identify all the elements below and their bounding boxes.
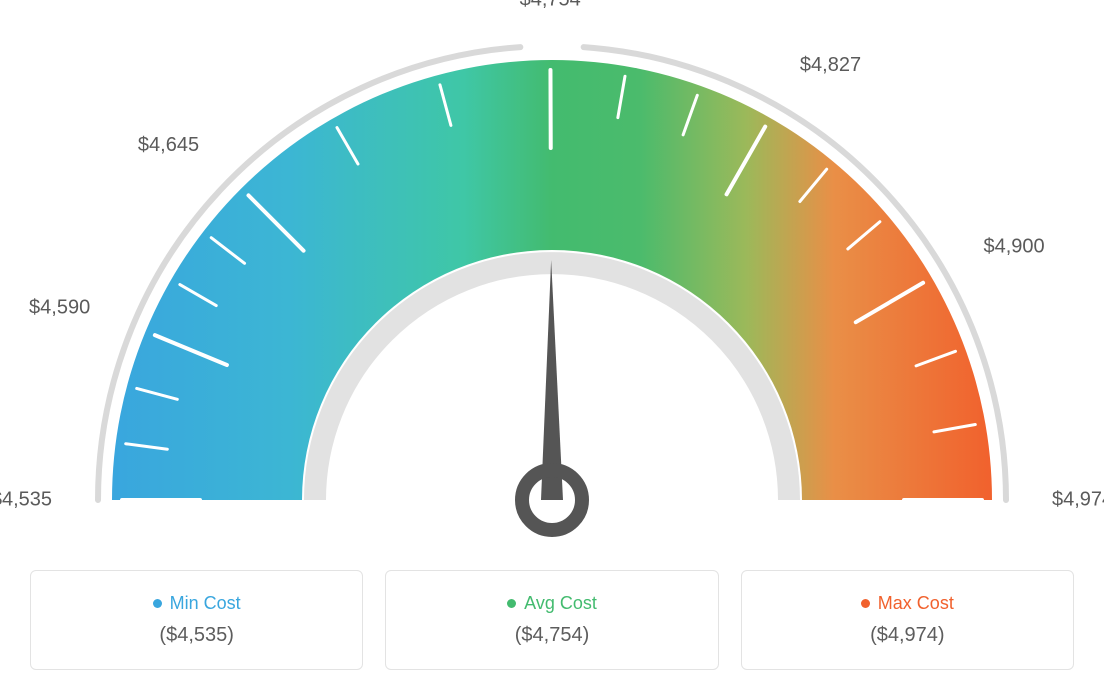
svg-text:$4,754: $4,754 (520, 0, 581, 10)
svg-text:$4,590: $4,590 (29, 297, 90, 319)
min-cost-card: Min Cost ($4,535) (30, 570, 363, 670)
avg-cost-card: Avg Cost ($4,754) (385, 570, 718, 670)
max-cost-label: Max Cost (878, 593, 954, 614)
svg-text:$4,974: $4,974 (1052, 488, 1104, 510)
avg-cost-dot-icon (507, 599, 516, 608)
avg-cost-label-row: Avg Cost (507, 593, 597, 614)
min-cost-label-row: Min Cost (153, 593, 241, 614)
min-cost-label: Min Cost (170, 593, 241, 614)
min-cost-dot-icon (153, 599, 162, 608)
gauge-svg: $4,535 $4,590 $4,645 $4,754 $4,827 $4,900 $4,9… (0, 0, 1104, 560)
max-cost-card: Max Cost ($4,974) (741, 570, 1074, 670)
cost-gauge-chart: $4,535 $4,590 $4,645 $4,754 $4,827 $4,900 $4,9… (0, 0, 1104, 555)
svg-text:$4,827: $4,827 (800, 54, 861, 76)
cost-summary-cards: Min Cost ($4,535) Avg Cost ($4,754) Max … (0, 570, 1104, 690)
svg-text:$4,900: $4,900 (984, 236, 1045, 258)
avg-cost-label: Avg Cost (524, 593, 597, 614)
svg-text:$4,645: $4,645 (138, 134, 199, 156)
max-cost-value: ($4,974) (870, 624, 945, 647)
max-cost-dot-icon (861, 599, 870, 608)
max-cost-label-row: Max Cost (861, 593, 954, 614)
avg-cost-value: ($4,754) (515, 624, 590, 647)
min-cost-value: ($4,535) (159, 624, 234, 647)
svg-text:$4,535: $4,535 (0, 488, 52, 510)
